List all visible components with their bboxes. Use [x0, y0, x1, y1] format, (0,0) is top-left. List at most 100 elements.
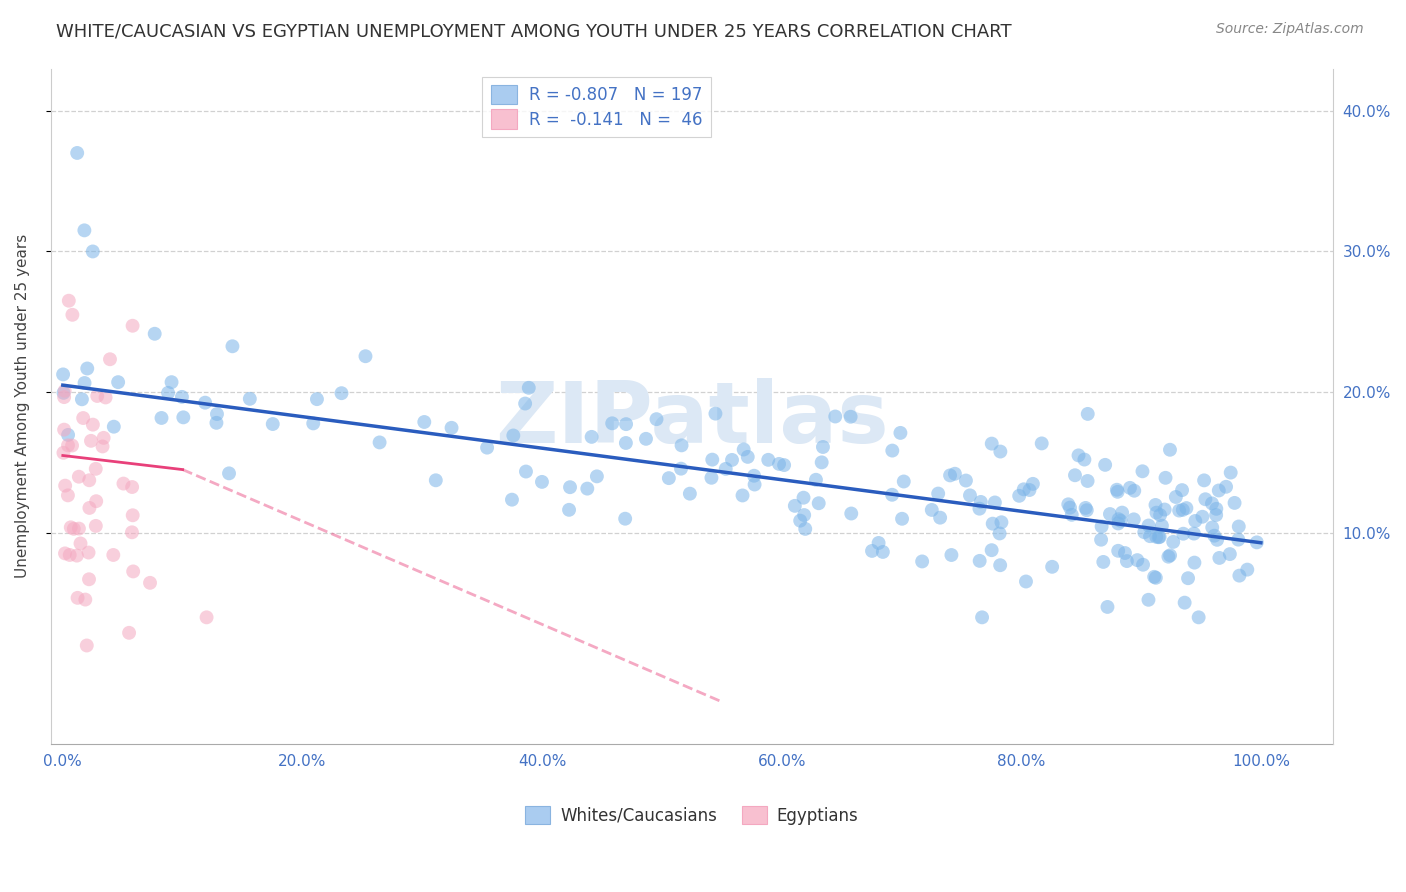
- Point: [1094, 458, 1116, 472]
- Point: [1060, 508, 1083, 522]
- Point: [988, 526, 1011, 541]
- Point: [1227, 568, 1250, 582]
- Point: [475, 441, 498, 455]
- Point: [1122, 512, 1144, 526]
- Point: [66, 145, 89, 160]
- Point: [530, 475, 553, 489]
- Point: [195, 610, 218, 624]
- Point: [76, 639, 98, 653]
- Point: [1057, 497, 1080, 511]
- Point: [1073, 452, 1095, 467]
- Point: [700, 471, 723, 485]
- Point: [76, 361, 98, 376]
- Point: [1147, 530, 1170, 544]
- Point: [1188, 610, 1211, 624]
- Point: [704, 407, 727, 421]
- Point: [60, 438, 83, 452]
- Point: [889, 425, 911, 440]
- Point: [53, 423, 76, 437]
- Point: [1144, 571, 1167, 585]
- Point: [262, 417, 284, 431]
- Point: [811, 440, 834, 454]
- Point: [789, 514, 811, 528]
- Point: [121, 525, 143, 540]
- Point: [868, 536, 890, 550]
- Point: [82, 244, 104, 259]
- Point: [1139, 529, 1161, 543]
- Point: [1119, 481, 1142, 495]
- Point: [69, 536, 91, 550]
- Point: [1219, 547, 1241, 561]
- Point: [70, 392, 93, 407]
- Point: [1031, 436, 1053, 450]
- Point: [1132, 464, 1154, 478]
- Point: [860, 544, 883, 558]
- Point: [502, 428, 524, 442]
- Point: [669, 461, 692, 475]
- Point: [205, 416, 228, 430]
- Point: [558, 503, 581, 517]
- Point: [792, 491, 814, 505]
- Point: [1123, 483, 1146, 498]
- Point: [807, 496, 830, 510]
- Point: [107, 375, 129, 389]
- Y-axis label: Unemployment Among Youth under 25 years: Unemployment Among Youth under 25 years: [15, 234, 30, 578]
- Point: [1146, 506, 1168, 520]
- Point: [1208, 550, 1230, 565]
- Point: [66, 591, 89, 605]
- Point: [1223, 496, 1246, 510]
- Point: [1091, 519, 1114, 533]
- Point: [1012, 483, 1035, 497]
- Point: [122, 565, 145, 579]
- Point: [955, 474, 977, 488]
- Point: [62, 522, 84, 536]
- Point: [1206, 533, 1229, 547]
- Point: [1098, 507, 1121, 521]
- Point: [969, 554, 991, 568]
- Point: [139, 575, 162, 590]
- Point: [121, 318, 143, 333]
- Point: [1201, 520, 1223, 534]
- Point: [1205, 501, 1227, 516]
- Point: [1107, 516, 1129, 531]
- Point: [839, 409, 862, 424]
- Point: [1132, 558, 1154, 572]
- Point: [1109, 514, 1132, 528]
- Point: [702, 452, 724, 467]
- Point: [53, 546, 76, 560]
- Point: [1175, 501, 1198, 516]
- Point: [1144, 498, 1167, 512]
- Point: [988, 444, 1011, 458]
- Point: [79, 500, 101, 515]
- Point: [824, 409, 846, 424]
- Point: [872, 545, 894, 559]
- Point: [970, 610, 993, 624]
- Point: [58, 293, 80, 308]
- Point: [330, 386, 353, 401]
- Point: [52, 385, 75, 400]
- Point: [1161, 535, 1184, 549]
- Point: [1173, 526, 1195, 541]
- Point: [205, 407, 228, 421]
- Point: [981, 516, 1004, 531]
- Point: [1227, 533, 1250, 547]
- Point: [60, 308, 83, 322]
- Point: [1227, 519, 1250, 533]
- Point: [170, 390, 193, 404]
- Point: [793, 508, 815, 522]
- Point: [939, 468, 962, 483]
- Point: [1150, 518, 1173, 533]
- Point: [1171, 503, 1194, 517]
- Point: [737, 450, 759, 464]
- Point: [1194, 492, 1216, 507]
- Point: [969, 501, 991, 516]
- Point: [1076, 503, 1098, 517]
- Point: [1090, 533, 1112, 547]
- Point: [67, 469, 90, 483]
- Point: [59, 548, 82, 562]
- Point: [84, 462, 107, 476]
- Point: [354, 349, 377, 363]
- Point: [53, 478, 76, 492]
- Point: [172, 410, 194, 425]
- Point: [839, 507, 862, 521]
